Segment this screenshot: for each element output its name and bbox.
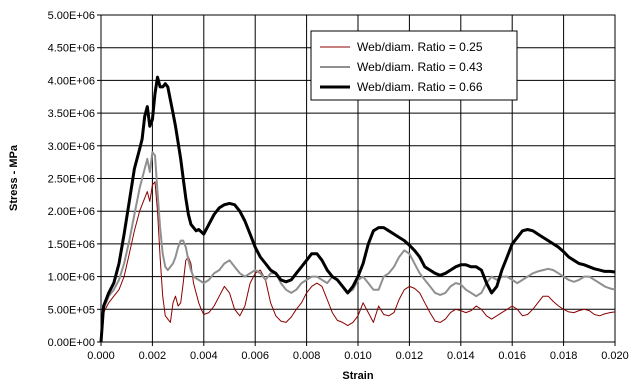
y-tick-label: 5.00E+05 bbox=[48, 304, 95, 316]
x-tick-label: 0.002 bbox=[139, 350, 167, 362]
y-tick-label: 3.50E+06 bbox=[48, 108, 95, 120]
legend: Web/diam. Ratio = 0.25 Web/diam. Ratio = … bbox=[310, 30, 518, 101]
x-tick-label: 0.016 bbox=[498, 350, 526, 362]
y-tick-label: 5.00E+06 bbox=[48, 10, 95, 22]
x-tick-label: 0.014 bbox=[447, 350, 475, 362]
x-axis-tick-labels: 0.000 0.002 0.004 0.006 0.008 0.010 0.012 0.014… bbox=[87, 342, 629, 362]
x-tick-label: 0.004 bbox=[190, 350, 218, 362]
x-tick-label: 0.000 bbox=[87, 350, 115, 362]
legend-label-3: Web/diam. Ratio = 0.66 bbox=[357, 80, 483, 94]
legend-label-1: Web/diam. Ratio = 0.25 bbox=[357, 40, 483, 54]
x-tick-label: 0.010 bbox=[344, 350, 372, 362]
y-tick-label: 3.00E+06 bbox=[48, 141, 95, 153]
x-tick-label: 0.008 bbox=[293, 350, 321, 362]
y-axis-title: Stress - MPa bbox=[8, 144, 20, 211]
x-tick-label: 0.020 bbox=[601, 350, 629, 362]
y-axis-tick-labels: 0.00E+00 5.00E+05 1.00E+06 1.50E+06 2.00E+06… bbox=[48, 10, 101, 349]
y-tick-label: 4.50E+06 bbox=[48, 43, 95, 55]
legend-label-2: Web/diam. Ratio = 0.43 bbox=[357, 60, 483, 74]
y-tick-label: 1.00E+06 bbox=[48, 272, 95, 284]
y-tick-label: 1.50E+06 bbox=[48, 239, 95, 251]
y-tick-label: 0.00E+00 bbox=[48, 337, 95, 349]
x-tick-label: 0.012 bbox=[396, 350, 424, 362]
x-tick-label: 0.018 bbox=[550, 350, 578, 362]
series-line-1 bbox=[100, 181, 616, 343]
y-tick-label: 2.50E+06 bbox=[48, 174, 95, 186]
series-line-3 bbox=[99, 75, 616, 343]
y-tick-label: 4.00E+06 bbox=[48, 75, 95, 87]
series-layer bbox=[99, 75, 616, 343]
y-tick-label: 2.00E+06 bbox=[48, 206, 95, 218]
x-axis-title: Strain bbox=[342, 370, 373, 382]
x-tick-label: 0.006 bbox=[241, 350, 269, 362]
